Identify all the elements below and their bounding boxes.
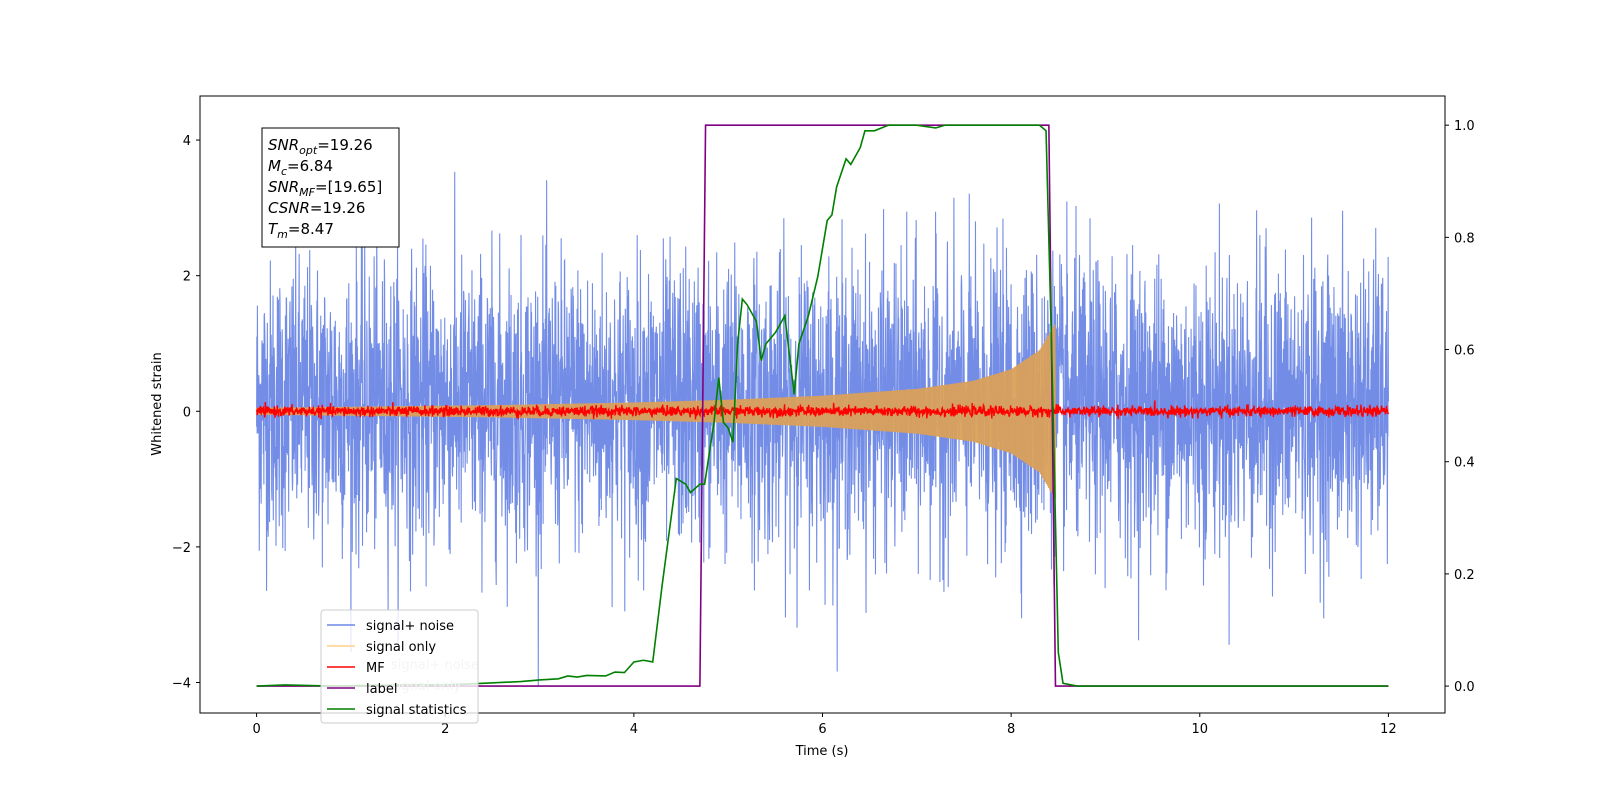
y-tick-label-4: 4 (183, 134, 191, 149)
x-tick-label-0: 0 (252, 722, 260, 737)
y-right-tick-label-1: 0.2 (1454, 568, 1475, 583)
stats-annotation: SNRopt=19.26Mc=6.84SNRMF=[19.65]CSNR=19.… (261, 127, 400, 248)
x-tick-label-4: 8 (1007, 722, 1015, 737)
series-signal-statistics-line (256, 124, 1389, 687)
y-right-tick-label-2: 0.4 (1454, 456, 1475, 471)
y-right-tick-label-5: 1.0 (1454, 119, 1475, 134)
legend-box (320, 609, 479, 724)
annotation-line-3: CSNR=19.26 (268, 199, 365, 217)
y-tick-label-0: −4 (172, 676, 191, 691)
legend-label-4: signal statistics (366, 703, 467, 718)
x-tick-label-6: 12 (1380, 722, 1397, 737)
annotation-line-1: Mc=6.84 (268, 157, 333, 178)
y-tick-label-1: −2 (172, 541, 191, 556)
y-right-tick-label-3: 0.6 (1454, 344, 1475, 359)
y-right-tick-label-0: 0.0 (1454, 680, 1475, 695)
annotation-line-0: SNRopt=19.26 (268, 136, 373, 157)
series-mf-line (255, 400, 1390, 420)
legend-label-2: MF (366, 661, 385, 676)
legend-label-3: label (366, 682, 397, 697)
annotation-box (261, 127, 400, 248)
annotation-line-4: Tm=8.47 (268, 220, 334, 241)
x-axis-label: Time (s) (795, 744, 849, 759)
x-tick-label-5: 10 (1191, 722, 1208, 737)
x-tick-label-2: 4 (630, 722, 638, 737)
legend-label-1: signal only (366, 640, 436, 655)
x-tick-label-3: 6 (818, 722, 826, 737)
annotation-line-2: SNRMF=[19.65] (268, 178, 382, 199)
y-axis-label: Whitened strain (150, 352, 165, 455)
legend-label-0: signal+ noise (366, 619, 454, 634)
y-tick-label-3: 2 (183, 270, 191, 285)
x-tick-label-1: 2 (441, 722, 449, 737)
y-tick-label-2: 0 (183, 405, 191, 420)
y-right-tick-label-4: 0.8 (1454, 231, 1475, 246)
